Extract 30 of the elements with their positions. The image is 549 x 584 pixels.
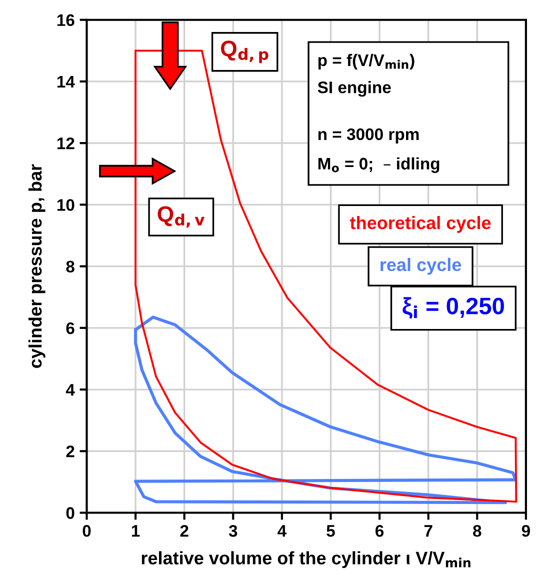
x-tick-label: 0: [82, 525, 91, 537]
y-tick-label: 14: [57, 76, 75, 88]
y-tick-label: 6: [66, 322, 74, 334]
x-tick-label: 6: [376, 525, 384, 537]
annotation: SI engine: [318, 81, 391, 97]
annotation: ξ$_{i}$ = 0,250: [402, 297, 504, 319]
y-tick-label: 4: [66, 384, 75, 396]
x-tick-label: 1: [132, 525, 140, 537]
y-tick-label: 16: [57, 14, 74, 26]
annotation: Q$_{d,p}$: [220, 40, 268, 64]
y-tick-label: 2: [66, 446, 74, 458]
annotation: M$_{o}$ = 0; – idling: [318, 157, 440, 173]
x-tick-label: 2: [180, 525, 188, 537]
text: theoretical cycle: [350, 216, 491, 233]
x-tick-label: 9: [522, 525, 530, 537]
y-tick-label: 0: [66, 507, 74, 519]
y-tick-label: 8: [66, 260, 74, 273]
x-tick-label: 4: [278, 525, 286, 537]
x-tick-label: 7: [424, 525, 432, 537]
text: real cycle: [380, 258, 462, 275]
annotation: p = f(V/V$_{min}$): [318, 54, 414, 70]
annotation: n = 3000 rpm: [318, 128, 419, 144]
x-tick-label: 8: [473, 525, 482, 537]
y-axis-title: cylinder pressure p, bar: [28, 164, 46, 368]
x-tick-label: 3: [228, 525, 238, 537]
y-tick-label: 10: [57, 199, 74, 211]
x-axis-title: relative volume of the cylinder ι V/V$_{min}$: [142, 551, 470, 568]
annotation: Q$_{d,v}$: [158, 206, 205, 228]
x-tick-label: 5: [326, 525, 335, 537]
y-tick-label: 12: [57, 137, 74, 150]
